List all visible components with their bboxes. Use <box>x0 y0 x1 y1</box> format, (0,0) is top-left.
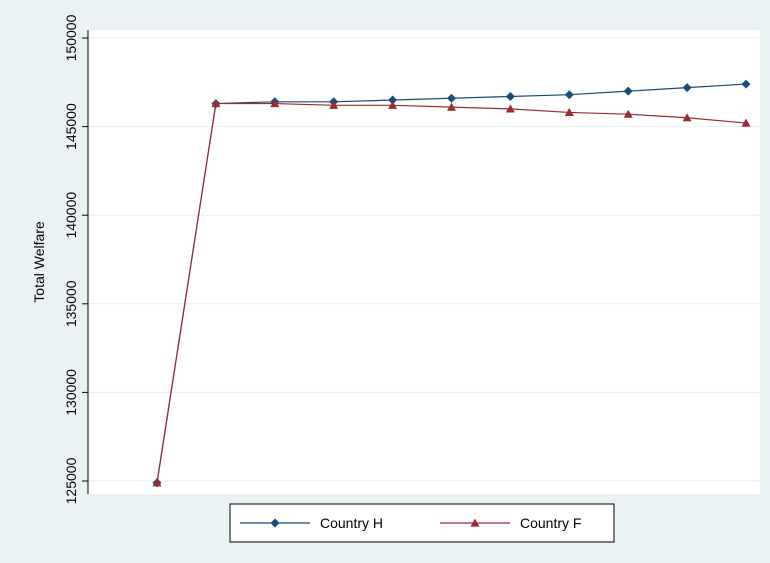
y-tick-label: 150000 <box>63 14 79 61</box>
grid-layer <box>88 37 760 482</box>
data-point-country-f <box>152 478 162 487</box>
series-layer <box>152 79 751 488</box>
data-point-country-f <box>505 104 515 113</box>
data-point-country-f <box>329 100 339 109</box>
y-tick-label: 145000 <box>63 103 79 150</box>
legend-marker <box>470 518 480 527</box>
data-point-country-f <box>270 99 280 108</box>
data-point-country-h <box>623 86 633 96</box>
y-tick-label: 135000 <box>63 280 79 327</box>
legend-items: Country H Country F <box>240 515 581 531</box>
data-point-country-h <box>564 90 574 100</box>
data-point-country-h <box>682 83 692 93</box>
legend-label: Country F <box>520 515 581 531</box>
data-point-country-f <box>564 107 574 117</box>
y-tick-label: 140000 <box>63 192 79 239</box>
data-point-country-f <box>682 113 692 122</box>
data-point-country-h <box>388 95 398 105</box>
data-point-country-h <box>447 93 456 103</box>
data-point-country-f <box>211 99 221 108</box>
data-point-country-f <box>623 109 633 118</box>
y-tick-layer: 125000 130000 135000 140000 145000 150000 <box>63 14 88 504</box>
data-point-country-f <box>388 100 398 109</box>
y-axis-label: Total Welfare <box>31 221 47 303</box>
data-point-country-h <box>505 91 515 101</box>
legend: Country H Country F <box>229 503 615 543</box>
legend-marker <box>270 518 280 528</box>
data-point-country-h <box>741 79 751 89</box>
y-tick-label: 125000 <box>63 457 79 504</box>
data-point-country-f <box>447 102 456 111</box>
y-tick-label: 130000 <box>63 369 79 416</box>
plot-area <box>88 30 760 494</box>
legend-label: Country H <box>320 515 383 531</box>
data-point-country-f <box>741 118 751 127</box>
